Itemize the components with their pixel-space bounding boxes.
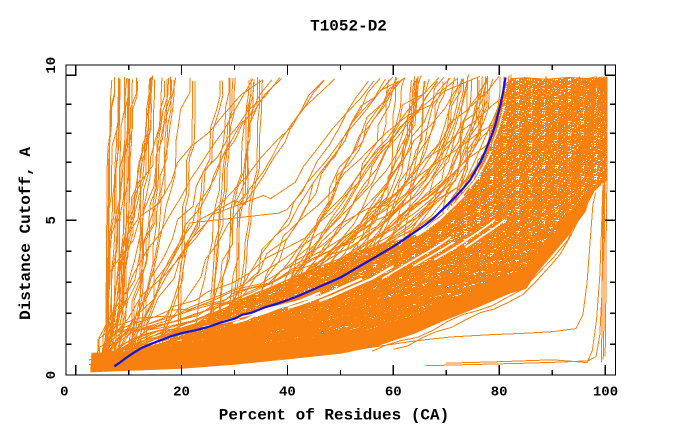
svg-text:10: 10 (44, 57, 60, 74)
svg-text:60: 60 (385, 385, 402, 401)
svg-text:Percent of Residues (CA): Percent of Residues (CA) (219, 407, 449, 425)
svg-text:0: 0 (44, 371, 60, 379)
svg-text:5: 5 (44, 216, 60, 224)
svg-text:100: 100 (593, 385, 618, 401)
svg-text:40: 40 (279, 385, 296, 401)
svg-text:20: 20 (173, 385, 190, 401)
svg-text:Distance Cutoff, A: Distance Cutoff, A (17, 147, 35, 320)
svg-text:80: 80 (491, 385, 508, 401)
svg-text:0: 0 (60, 385, 68, 401)
svg-text:T1052-D2: T1052-D2 (310, 18, 387, 36)
